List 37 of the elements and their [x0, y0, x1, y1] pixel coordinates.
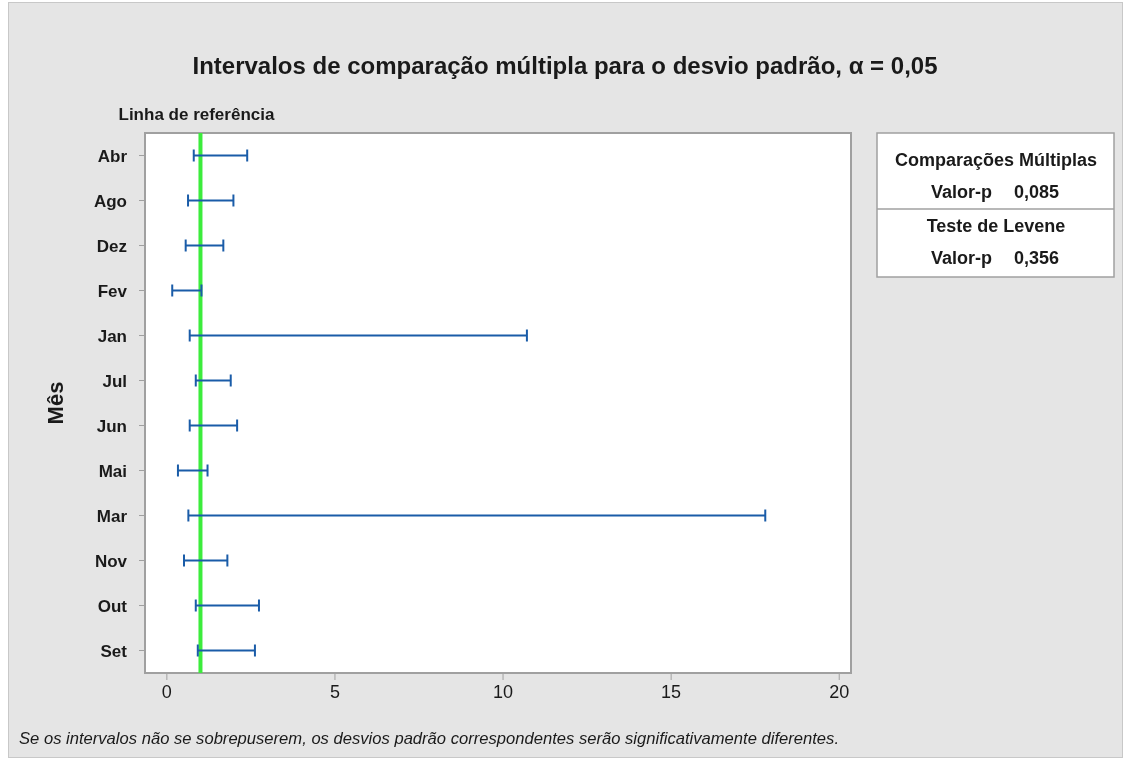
y-tick-label: Set — [100, 641, 128, 661]
bar — [197, 649, 255, 652]
bar — [188, 514, 766, 517]
text: Se os intervalos não se sobrepuserem, os desvios padrão correspondentes serão significativamente diferentes. — [19, 729, 840, 748]
y-tick-label: Mar — [96, 506, 128, 526]
bar — [189, 334, 527, 337]
bar — [189, 424, 238, 427]
x-tick-label: 15 — [661, 682, 682, 702]
y-axis-title: Mês — [43, 381, 68, 425]
x-tick-label: 10 — [493, 682, 514, 702]
text: Valor-p 0,356 — [930, 248, 1060, 268]
chart-title: Intervalos de comparação múltipla para o desvio padrão, α = 0,05 — [192, 52, 938, 79]
y-tick-label: Jun — [96, 416, 127, 436]
bar — [177, 469, 208, 472]
x-tick-label: 5 — [329, 682, 340, 702]
y-tick-label: Fev — [97, 281, 128, 301]
y-tick-label: Mai — [98, 461, 127, 481]
bar — [195, 379, 231, 382]
bar — [195, 604, 259, 607]
bar — [188, 199, 234, 202]
y-tick-label: Ago — [93, 191, 127, 211]
y-tick-label: Nov — [94, 551, 128, 571]
y-tick-label: Dez — [96, 236, 127, 256]
text: Valor-p 0,085 — [930, 182, 1060, 202]
x-tick-label: 0 — [161, 682, 172, 702]
y-tick-label: Jan — [97, 326, 127, 346]
y-tick-label: Jul — [102, 371, 127, 391]
x-tick-label: 20 — [829, 682, 850, 702]
y-tick-label: Out — [97, 596, 128, 616]
bar — [185, 244, 224, 247]
bar — [184, 559, 228, 562]
text: Comparações Múltiplas — [894, 150, 1098, 170]
y-tick-label: Abr — [97, 146, 128, 166]
ref-line-label: Linha de referência — [118, 105, 275, 124]
bar — [172, 289, 202, 292]
bar — [193, 154, 248, 157]
text: Teste de Levene — [926, 216, 1066, 236]
